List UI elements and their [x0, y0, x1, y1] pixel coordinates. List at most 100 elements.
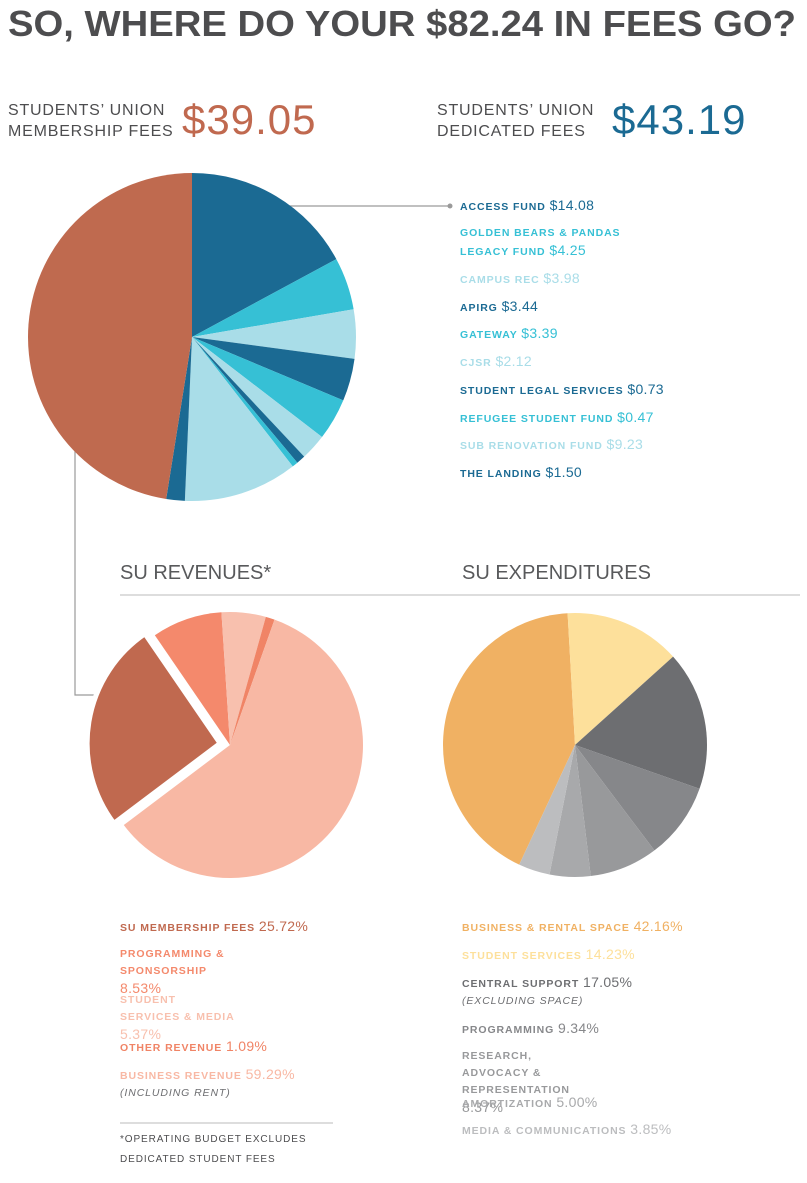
legend-label: REFUGEE STUDENT FUND	[460, 413, 614, 425]
legend-value: 14.23%	[585, 946, 635, 962]
legend-note: (INCLUDING RENT)	[120, 1087, 231, 1099]
legend-item: STUDENT SERVICES 14.23%	[462, 946, 722, 965]
pie-slice	[567, 613, 674, 745]
legend-label: APIRG	[460, 302, 498, 314]
legend-item: BUSINESS & RENTAL SPACE 42.16%	[462, 918, 722, 937]
legend-value: $3.44	[501, 298, 539, 314]
legend-label: STUDENT SERVICES	[462, 950, 582, 962]
group-label: STUDENTS’ UNION MEMBERSHIP FEES	[8, 102, 174, 140]
legend-item: PROGRAMMING & SPONSORSHIP 8.53%	[120, 946, 230, 999]
chart-title: SU REVENUES*	[120, 562, 272, 584]
pie-slice	[442, 613, 575, 865]
pie-slice	[192, 259, 354, 337]
pie-slice	[192, 309, 356, 359]
legend-item: OTHER REVENUE 1.09%	[120, 1038, 360, 1057]
legend-item: SU MEMBERSHIP FEES 25.72%	[120, 918, 360, 937]
footnote: *OPERATING BUDGET EXCLUDES DEDICATED STU…	[120, 1134, 307, 1165]
pie-slice	[192, 337, 323, 457]
legend-item: PROGRAMMING 9.34%	[462, 1020, 722, 1039]
legend-label: BUSINESS REVENUE	[120, 1070, 242, 1082]
legend-value: 1.09%	[225, 1038, 268, 1054]
pie-slice	[575, 745, 700, 851]
pie-slice	[575, 656, 707, 789]
pie-slice	[27, 173, 192, 499]
pie-slice	[192, 337, 355, 401]
legend-value: $3.98	[543, 270, 580, 286]
legend-value: 5.37%	[120, 1026, 162, 1042]
pie-slice	[123, 619, 364, 878]
legend-value: $3.39	[521, 325, 558, 341]
legend-value: 25.72%	[258, 918, 309, 934]
legend-label: PROGRAMMING	[462, 1024, 555, 1036]
legend-value: 9.34%	[557, 1020, 600, 1036]
legend-value: $9.23	[606, 436, 644, 452]
legend-label: CENTRAL SUPPORT	[462, 978, 580, 990]
pie-slice	[184, 337, 293, 501]
legend-value: 8.53%	[120, 980, 162, 996]
legend-label: MEDIA & COMMUNICATIONS	[462, 1125, 627, 1137]
legend-value: 8.37%	[462, 1099, 504, 1115]
legend-value: $0.73	[627, 381, 664, 397]
legend-value: $0.47	[617, 409, 654, 425]
legend-item: CENTRAL SUPPORT 17.05% (EXCLUDING SPACE)	[462, 974, 722, 1010]
legend-value: $1.50	[545, 464, 583, 480]
legend-label: GATEWAY	[460, 329, 518, 341]
group-value: $39.05	[182, 96, 317, 143]
legend-item: THE LANDING $1.50	[460, 464, 700, 483]
legend-item: AMORTIZATION 5.00%	[462, 1094, 722, 1113]
legend-item: BUSINESS REVENUE 59.29% (INCLUDING RENT)	[120, 1066, 360, 1102]
legend-value: $2.12	[495, 353, 532, 369]
legend-label: BUSINESS & RENTAL SPACE	[462, 922, 630, 934]
legend-label: ACCESS FUND	[460, 201, 546, 213]
pie-slice	[230, 616, 275, 745]
legend-label: STUDENT LEGAL SERVICES	[460, 385, 624, 397]
legend-value: 3.85%	[630, 1121, 672, 1137]
group-label: STUDENTS’ UNION DEDICATED FEES	[437, 102, 595, 140]
pie-slice	[519, 745, 575, 875]
connector-dot	[447, 203, 453, 209]
legend-value: 5.00%	[556, 1094, 598, 1110]
legend-item: STUDENT LEGAL SERVICES $0.73	[460, 381, 700, 400]
legend-label: CAMPUS REC	[460, 274, 540, 286]
legend-value: $14.08	[549, 197, 595, 213]
legend-item: RESEARCH, ADVOCACY & REPRESENTATION 8.37…	[462, 1048, 602, 1118]
pie-slice	[575, 745, 655, 877]
legend-label: THE LANDING	[460, 468, 542, 480]
legend-item: MEDIA & COMMUNICATIONS 3.85%	[462, 1121, 722, 1140]
legend-label: CJSR	[460, 357, 492, 369]
pie-slice	[166, 337, 192, 501]
pie-slice	[221, 612, 266, 745]
legend-item: CAMPUS REC $3.98	[460, 270, 700, 289]
legend-item: STUDENT SERVICES & MEDIA 5.37%	[120, 992, 238, 1045]
legend-item: ACCESS FUND $14.08	[460, 197, 700, 216]
legend-item: GATEWAY $3.39	[460, 325, 700, 344]
legend-label: RESEARCH, ADVOCACY & REPRESENTATION	[462, 1050, 570, 1096]
legend-label: STUDENT SERVICES & MEDIA	[120, 994, 235, 1023]
legend-label: OTHER REVENUE	[120, 1042, 223, 1054]
legend-label: PROGRAMMING & SPONSORSHIP	[120, 948, 225, 977]
legend-value: $4.25	[549, 242, 586, 258]
legend-label: SU MEMBERSHIP FEES	[120, 922, 256, 934]
group-value: $43.19	[612, 96, 747, 143]
legend-item: REFUGEE STUDENT FUND $0.47	[460, 409, 700, 428]
legend-label: SUB RENOVATION FUND	[460, 440, 603, 452]
pie-slice	[84, 630, 224, 827]
legend-value: 17.05%	[582, 974, 633, 990]
pie-slice	[192, 337, 298, 467]
legend-label: GOLDEN BEARS & PANDAS LEGACY FUND	[460, 227, 621, 258]
legend-item: APIRG $3.44	[460, 298, 700, 317]
pie-slice	[154, 612, 230, 745]
pie-slice	[192, 173, 337, 337]
legend-item: GOLDEN BEARS & PANDAS LEGACY FUND $4.25	[460, 225, 635, 261]
legend-note: (EXCLUDING SPACE)	[462, 995, 584, 1007]
pie-slice	[192, 337, 305, 463]
legend-value: 59.29%	[245, 1066, 295, 1082]
pie-slice	[549, 745, 591, 878]
chart-title: SU EXPENDITURES	[462, 562, 651, 584]
legend-value: 42.16%	[633, 918, 683, 934]
legend-item: SUB RENOVATION FUND $9.23	[460, 436, 700, 455]
page-title: SO, WHERE DO YOUR $82.24 IN FEES GO?	[8, 3, 796, 44]
pie-slice	[192, 337, 344, 437]
